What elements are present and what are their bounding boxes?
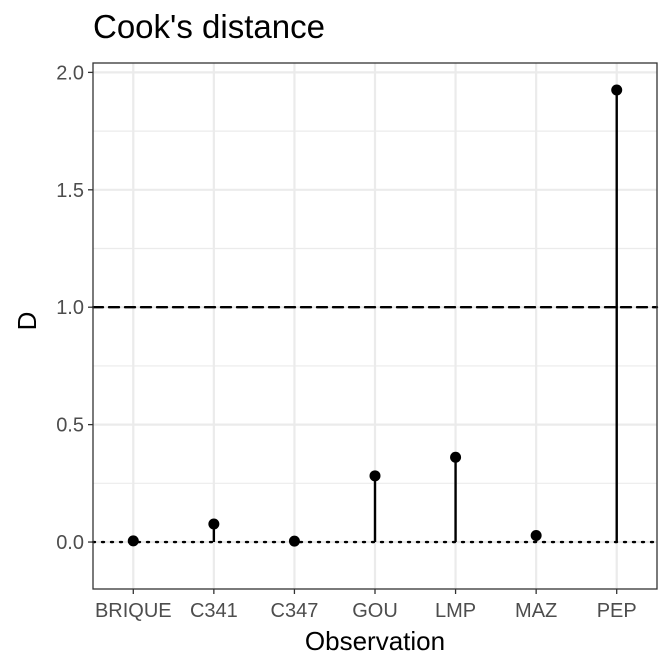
x-tick-label: C347 xyxy=(271,600,319,622)
point-gou xyxy=(369,470,381,482)
x-tick-label: BRIQUE xyxy=(95,600,172,622)
y-axis-title: D xyxy=(12,312,42,331)
y-tick-label: 0.5 xyxy=(56,415,84,437)
chart-title: Cook's distance xyxy=(93,8,325,45)
x-tick-label: LMP xyxy=(435,600,476,622)
y-tick-label: 0.0 xyxy=(56,532,84,554)
point-maz xyxy=(530,529,542,541)
plot-panel: 0.0 0.5 1.0 1.5 2.0 BRIQUE C341 C347 GOU LMP MAZ PE… xyxy=(56,62,659,622)
point-c341 xyxy=(208,518,220,530)
point-pep xyxy=(611,84,623,96)
point-lmp xyxy=(450,451,462,463)
y-tick-label: 1.5 xyxy=(56,180,84,202)
x-tick-label: GOU xyxy=(352,600,398,622)
x-tick-label: PEP xyxy=(597,600,637,622)
point-brique xyxy=(127,535,139,547)
y-tick-label: 1.0 xyxy=(56,297,84,319)
x-tick-label: C341 xyxy=(190,600,238,622)
x-tick-label: MAZ xyxy=(515,600,557,622)
y-tick-label: 2.0 xyxy=(56,62,84,84)
point-c347 xyxy=(288,535,300,547)
x-axis-title: Observation xyxy=(305,626,445,656)
